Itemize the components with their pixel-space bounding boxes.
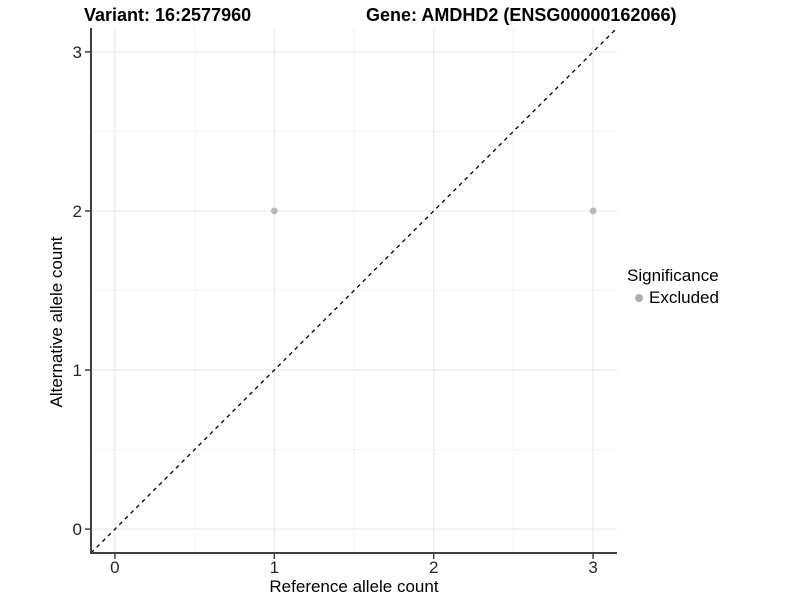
legend-title: Significance — [627, 266, 719, 285]
x-tick-label: 3 — [588, 558, 597, 577]
y-axis-title: Alternative allele count — [47, 236, 66, 408]
x-tick-label: 0 — [110, 558, 119, 577]
data-point — [270, 207, 278, 215]
y-tick-label: 3 — [73, 43, 82, 62]
data-point — [589, 207, 597, 215]
x-tick-label: 2 — [429, 558, 438, 577]
y-tick-label: 1 — [73, 361, 82, 380]
y-tick-label: 2 — [73, 202, 82, 221]
legend-items: Excluded — [627, 288, 719, 308]
gene-title: Gene: AMDHD2 (ENSG00000162066) — [366, 5, 677, 25]
variant-title: Variant: 16:2577960 — [84, 5, 252, 25]
legend-item-label: Excluded — [649, 288, 719, 307]
x-tick-label: 1 — [270, 558, 279, 577]
legend-item: Excluded — [627, 288, 719, 308]
legend-point-icon — [635, 294, 643, 302]
identity-dashed-line — [90, 27, 618, 554]
x-axis-title: Reference allele count — [269, 577, 439, 596]
y-tick-label: 0 — [73, 520, 82, 539]
legend: Significance Excluded — [627, 266, 719, 308]
